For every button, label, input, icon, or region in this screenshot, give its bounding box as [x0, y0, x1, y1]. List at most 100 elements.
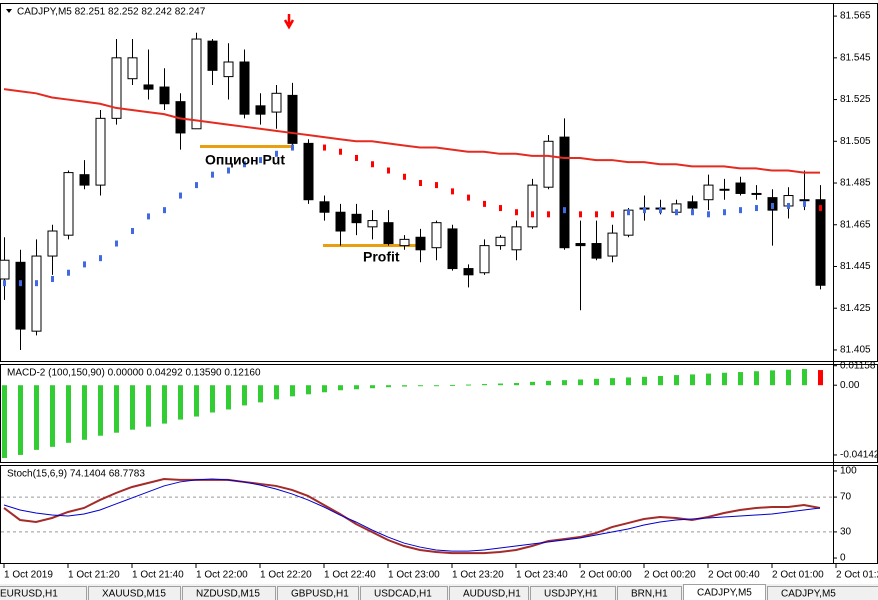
candle-body [127, 57, 138, 80]
macd-bar [466, 384, 471, 386]
macd-bar [514, 383, 519, 386]
signal-dot [291, 144, 294, 151]
macd-bar [626, 377, 631, 386]
signal-dot [195, 182, 198, 189]
candle-body [223, 61, 234, 78]
signal-dot [531, 211, 534, 218]
candle-body [703, 184, 714, 201]
macd-bar [18, 385, 23, 455]
tab[interactable] [0, 586, 87, 600]
macd-bar [322, 385, 327, 393]
macd-bar [642, 376, 647, 386]
y-tick-label: 81.525 [840, 94, 871, 105]
signal-dot [227, 167, 230, 174]
tab[interactable] [449, 586, 529, 600]
macd-bar [690, 374, 695, 386]
y-tick-label: 81.545 [840, 52, 871, 63]
candle-body [15, 261, 26, 330]
tab-label: BRN,H1 [631, 589, 668, 600]
candle-body [287, 94, 298, 144]
menu-arrow[interactable] [6, 9, 12, 13]
tab[interactable] [617, 586, 682, 600]
macd-bar [722, 372, 727, 386]
sell-arrow [283, 14, 295, 30]
macd-bar [802, 369, 807, 386]
signal-dot [419, 180, 422, 187]
macd-bar [402, 385, 407, 387]
signal-dot [211, 171, 214, 178]
signal-dot [387, 167, 390, 174]
plots: 81.565 81.545 81.525 81.505 81.485 81.465 81.4… [0, 11, 878, 581]
signal-dot [515, 209, 518, 216]
tab[interactable] [767, 586, 878, 600]
stoch-header: Stoch(15,6,9) 74.1404 68.7783 [7, 469, 145, 480]
tab[interactable] [182, 586, 276, 600]
macd-bar [114, 385, 119, 433]
tab[interactable] [360, 586, 448, 600]
macd-bar [146, 385, 151, 427]
candle-body [479, 245, 490, 274]
candle-body [95, 117, 106, 186]
macd-bar [130, 385, 135, 430]
y-tick-label: 81.405 [840, 345, 871, 356]
candle-body [271, 92, 282, 113]
signal-dot [99, 255, 102, 262]
signal-dot [643, 207, 646, 214]
signal-dot [67, 269, 70, 276]
tab[interactable] [683, 584, 766, 600]
y-tick-label: 30 [840, 527, 852, 538]
line [3, 477, 821, 555]
signal-dot [547, 211, 550, 218]
tab[interactable] [277, 586, 359, 600]
x-tick-label: 2 Oct 00:40 [708, 570, 760, 581]
signal-dot [115, 240, 118, 247]
signal-dot [595, 211, 598, 218]
candle-body [591, 243, 602, 259]
y-tick-label: 81.485 [840, 178, 871, 189]
macd-bar [290, 385, 295, 397]
tab[interactable] [530, 586, 616, 600]
tab-label: CADJPY,M5 [697, 588, 752, 599]
tab[interactable] [88, 586, 181, 600]
signal-dot [371, 161, 374, 168]
tab-label: USDJPY,H1 [544, 589, 598, 600]
x-tick-label: 2 Oct 00:00 [580, 570, 632, 581]
tabs: EURUSD,H1 XAUUSD,M15 NZDUSD,M15 GBPUSD,H1 US… [0, 584, 878, 600]
macd-header: MACD-2 (100,150,90) 0.00000 0.04292 0.13… [7, 368, 261, 379]
macd-bar [418, 385, 423, 387]
y-tick-label: 100 [840, 466, 857, 477]
signal-dot [259, 157, 262, 164]
candle-body [159, 86, 170, 105]
x-tick-label: 1 Oct 22:40 [324, 570, 376, 581]
y-tick-label: 0 [840, 553, 846, 564]
candle-body [431, 222, 442, 249]
signal-dot [707, 211, 710, 218]
tab-label: XAUUSD,M15 [102, 589, 166, 600]
x-tick-label: 2 Oct 01:00 [772, 570, 824, 581]
candle-body [719, 188, 730, 191]
macd-bar [34, 385, 39, 450]
macd-bar [578, 379, 583, 386]
signal-dot [659, 207, 662, 214]
y-tick-label: 81.445 [840, 261, 871, 272]
y-tick-label: 81.505 [840, 136, 871, 147]
macd-bar [226, 385, 231, 410]
signal-dot [467, 194, 470, 201]
macd-bar [594, 378, 599, 386]
y-tick-label: 81.425 [840, 303, 871, 314]
macd-bar [754, 371, 759, 386]
candle-body [143, 84, 154, 90]
line [3, 88, 820, 174]
signal-dot [755, 205, 758, 212]
candle-body [31, 255, 42, 332]
x-tick-label: 1 Oct 2019 [4, 570, 53, 581]
macd-bar [706, 373, 711, 386]
candle-body [255, 105, 266, 115]
macd-bar [194, 385, 199, 417]
tab-label: NZDUSD,M15 [196, 589, 260, 600]
macd-bar [498, 383, 503, 386]
macd-bar [338, 385, 343, 391]
macd-bar [50, 385, 55, 447]
signal-dot [483, 200, 486, 207]
